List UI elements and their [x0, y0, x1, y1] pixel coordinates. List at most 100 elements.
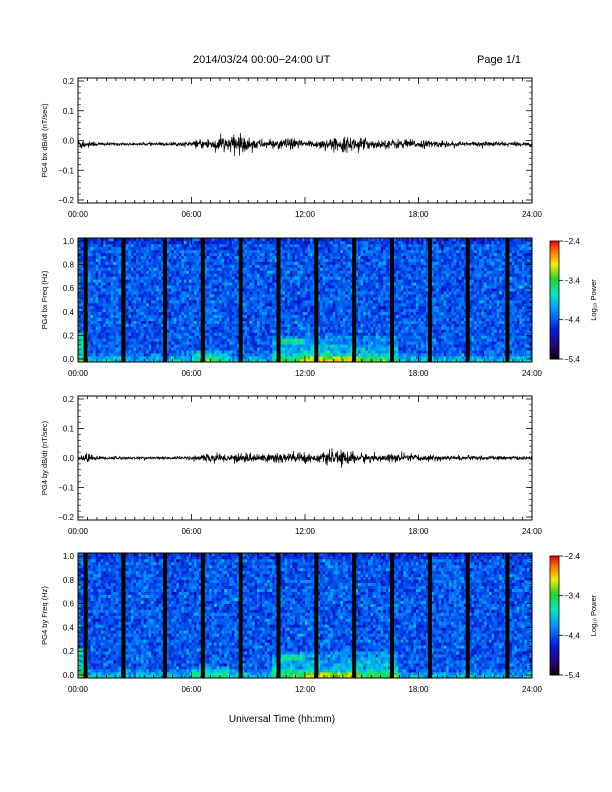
y-tick-label: 0.4	[63, 308, 75, 317]
colorbar-segment	[550, 347, 559, 350]
x-tick-label: 06:00	[181, 527, 202, 536]
colorbar-segment	[550, 333, 559, 336]
data-gap-bar	[427, 238, 432, 362]
y-axis-label: PG4 bx dB/dt (nT/sec)	[40, 103, 49, 178]
colorbar-segment	[550, 313, 559, 317]
colorbar-segment	[550, 607, 559, 610]
colorbar-segment	[550, 651, 559, 654]
data-gap-bar	[200, 238, 205, 362]
colorbar-segment	[550, 319, 559, 323]
y-tick-label: 0.2	[63, 647, 75, 656]
panel-by: 00:00 06:00 12:00 18:00 24:00 0.2 0.1 0.0 −0.1 −0…	[40, 395, 543, 536]
x-tick-label: 24:00	[522, 685, 543, 694]
x-tick-label: 18:00	[408, 685, 429, 694]
colorbar-tick-label: −5.4	[564, 671, 580, 680]
colorbar-segment	[550, 303, 559, 307]
series-line	[77, 132, 533, 157]
colorbar-segment	[550, 325, 559, 328]
colorbar-segment	[550, 337, 559, 340]
colorbar-segment	[550, 563, 559, 567]
colorbar-segment	[550, 353, 559, 356]
y-tick-label: 0.8	[63, 261, 75, 270]
colorbar-segment	[550, 309, 559, 313]
colorbar-segment	[550, 307, 559, 311]
colorbar-segment	[550, 327, 559, 330]
x-tick-label: 24:00	[522, 369, 543, 378]
colorbar-segment	[550, 286, 559, 289]
colorbar-segment	[550, 669, 559, 672]
colorbar-segment	[550, 242, 559, 246]
colorbar-segment	[550, 567, 559, 571]
colorbar-segment	[550, 657, 559, 660]
x-tick-label: 12:00	[295, 210, 316, 219]
colorbar-segment	[550, 609, 559, 612]
x-tick-label: 18:00	[408, 369, 429, 378]
colorbar-segment	[550, 278, 559, 281]
x-tick-label: 00:00	[68, 210, 89, 219]
colorbar-segment	[550, 565, 559, 569]
colorbar-segment	[550, 595, 559, 599]
data-gap-bar	[427, 553, 432, 678]
data-gap-bar	[276, 238, 281, 362]
colorbar-segment	[550, 288, 559, 291]
colorbar-segment	[550, 305, 559, 309]
colorbar-segment	[550, 579, 559, 583]
data-gap-bar	[83, 553, 88, 678]
y-tick-label: 0.2	[63, 77, 75, 86]
colorbar-segment	[550, 270, 559, 273]
colorbar-segment	[550, 599, 559, 603]
data-gap-bar	[276, 553, 281, 678]
colorbar-segment	[550, 603, 559, 606]
colorbar-segment	[550, 645, 559, 648]
y-tick-label: 1.0	[63, 552, 75, 561]
colorbar-segment	[550, 317, 559, 321]
x-tick-label: 12:00	[295, 685, 316, 694]
data-gap-bar	[238, 553, 243, 678]
y-tick-label: 0.6	[63, 284, 75, 293]
colorbar-segment	[550, 617, 559, 620]
plot-area	[78, 78, 532, 203]
plot-frame	[77, 552, 533, 679]
colorbar-segment	[550, 635, 559, 638]
x-tick-label: 06:00	[181, 685, 202, 694]
colorbar-segment	[550, 653, 559, 656]
data-gap-bar	[505, 238, 510, 362]
colorbar-segment	[550, 298, 559, 301]
colorbar-segment	[550, 276, 559, 279]
colorbar-segment	[550, 246, 559, 250]
colorbar-segment	[550, 587, 559, 591]
colorbar-segment	[550, 284, 559, 287]
colorbar-segment	[550, 248, 559, 252]
y-tick-label: −0.1	[58, 166, 74, 175]
colorbar-segment	[550, 575, 559, 579]
x-tick-label: 18:00	[408, 527, 429, 536]
colorbar-segment	[550, 290, 559, 293]
y-tick-label: 0.6	[63, 600, 75, 609]
x-tick-label: 00:00	[68, 527, 89, 536]
y-tick-label: 0.0	[63, 671, 75, 680]
colorbar-segment	[550, 583, 559, 587]
colorbar-segment	[550, 659, 559, 662]
colorbar-segment	[550, 577, 559, 581]
data-gap-bar	[121, 238, 126, 362]
colorbar-tick-label: −3.4	[564, 592, 580, 601]
colorbar-segment	[550, 633, 559, 636]
colorbar-segment	[550, 282, 559, 285]
colorbar-frame	[549, 240, 560, 360]
colorbar-segment	[550, 613, 559, 616]
colorbar-segment	[550, 585, 559, 589]
y-tick-label: −0.2	[58, 196, 74, 205]
colorbar-segment	[550, 665, 559, 668]
colorbar-segment	[550, 241, 559, 244]
colorbar-segment	[550, 641, 559, 644]
colorbar-segment	[550, 625, 559, 628]
colorbar-segment	[550, 569, 559, 573]
colorbar-segment	[550, 258, 559, 262]
colorbar-segment	[550, 294, 559, 297]
colorbar-segment	[550, 250, 559, 254]
y-tick-label: 0.2	[63, 395, 75, 404]
colorbar-segment	[550, 559, 559, 563]
colorbar-segment	[550, 301, 559, 305]
colorbar-segment	[550, 667, 559, 670]
colorbar-segment	[550, 655, 559, 658]
